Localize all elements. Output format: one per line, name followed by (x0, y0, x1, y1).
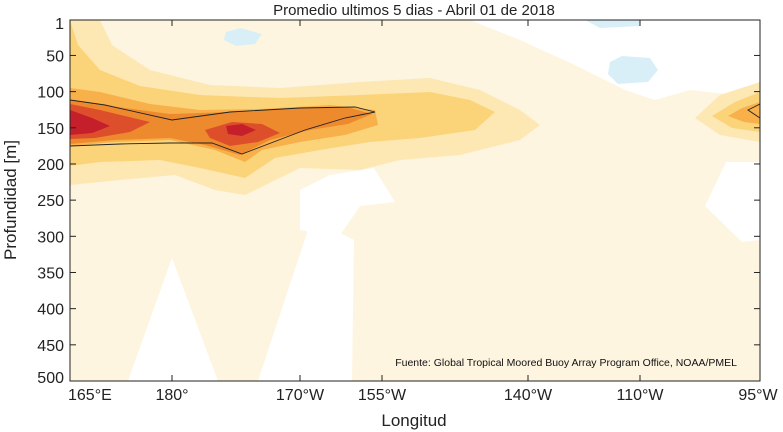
contour-line-main (70, 99, 376, 155)
contour-fill (70, 20, 760, 381)
y-tick-label: 150 (37, 121, 64, 138)
y-tick-label: 1 (55, 16, 64, 33)
contour-level7 (226, 124, 256, 136)
x-tick-label: 180° (155, 387, 188, 404)
contour-negative (224, 28, 262, 46)
y-tick-label: 250 (37, 193, 64, 210)
chart-title: Promedio ultimos 5 dias - Abril 01 de 20… (273, 2, 555, 19)
y-tick-label: 450 (37, 338, 64, 355)
y-axis-title: Profundidad [m] (1, 140, 20, 260)
y-tick-label: 500 (37, 370, 64, 387)
y-tick-label: 350 (37, 265, 64, 282)
y-tick-label: 50 (46, 48, 64, 65)
contour-negative (608, 56, 658, 84)
x-axis-title: Longitud (381, 411, 446, 430)
x-axis: 165°E 180° 170°W 155°W 140°W 110°W 95°W (68, 20, 779, 404)
y-tick-label: 300 (37, 229, 64, 246)
x-tick-label: 95°W (738, 387, 778, 404)
y-tick-label: 200 (37, 157, 64, 174)
contour-white-lobe (705, 162, 760, 242)
contour-white-lobe (300, 168, 395, 238)
y-tick-label: 400 (37, 302, 64, 319)
x-tick-label: 110°W (616, 387, 664, 404)
source-note: Fuente: Global Tropical Moored Buoy Arra… (395, 357, 737, 369)
contour-negative (585, 20, 640, 28)
x-tick-label: 165°E (68, 387, 112, 404)
x-tick-label: 170°W (276, 387, 325, 404)
contour-line-east (747, 103, 760, 119)
x-tick-label: 140°W (504, 387, 553, 404)
contour-level7 (70, 110, 110, 135)
x-tick-label: 155°W (358, 387, 407, 404)
y-tick-label: 100 (37, 85, 64, 102)
